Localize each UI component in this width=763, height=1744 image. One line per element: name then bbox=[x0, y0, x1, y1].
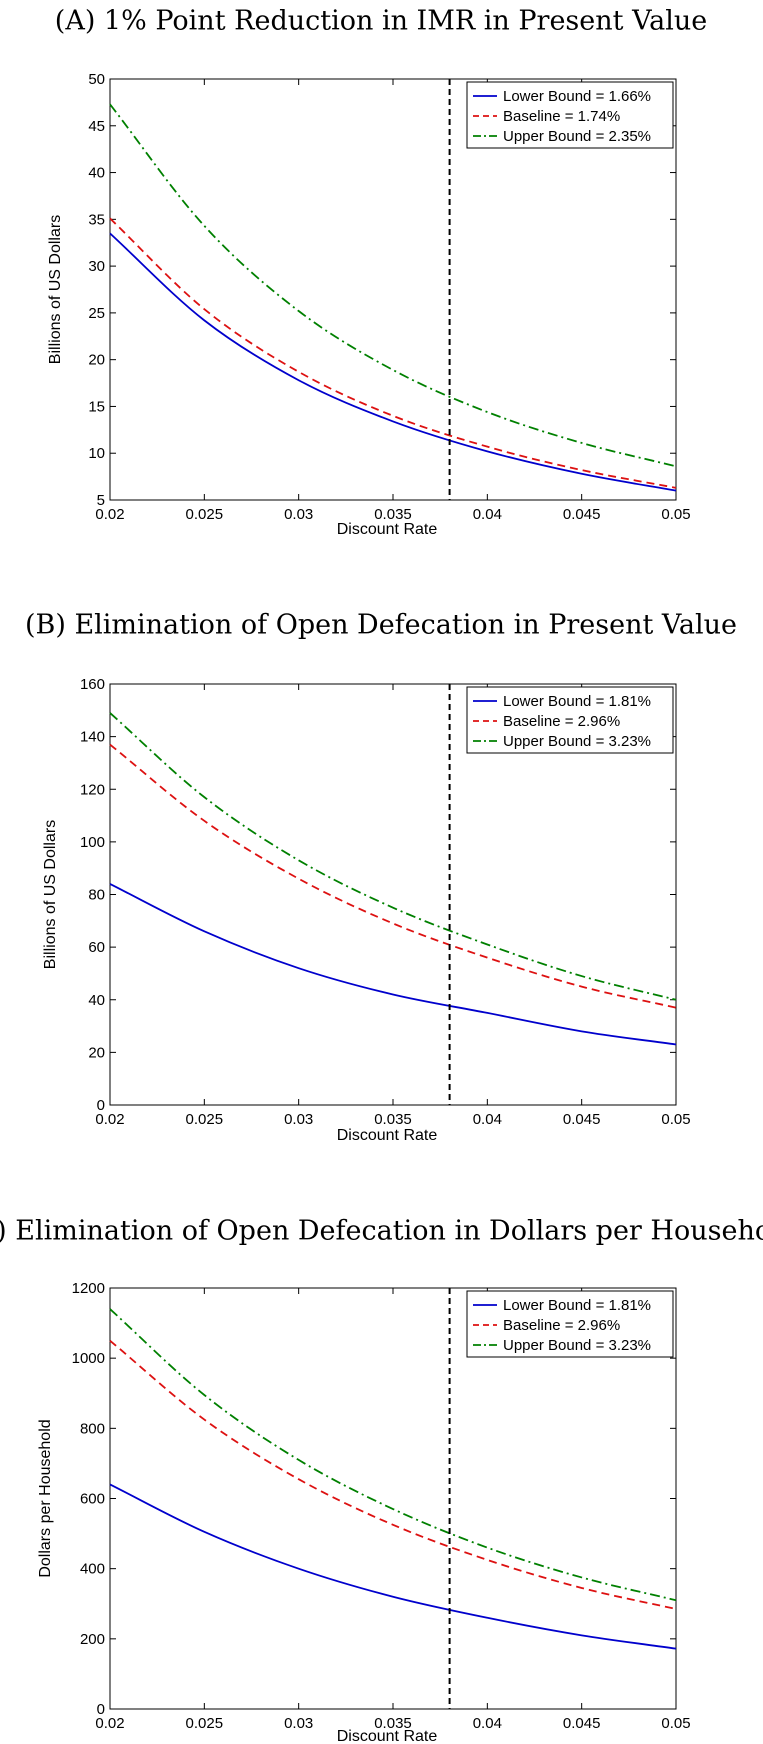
series-line-dashed bbox=[109, 217, 677, 489]
series-line-solid bbox=[109, 232, 677, 492]
legend-label: Lower Bound = 1.81% bbox=[503, 693, 651, 710]
y-tick-label: 20 bbox=[88, 1044, 105, 1061]
y-tick-label: 40 bbox=[88, 992, 105, 1009]
y-tick-label: 1200 bbox=[72, 1280, 105, 1297]
y-tick-label: 800 bbox=[80, 1420, 105, 1437]
x-tick-label: 0.045 bbox=[563, 506, 601, 523]
legend-label: Upper Bound = 3.23% bbox=[503, 733, 651, 750]
x-axis-label: Discount Rate bbox=[337, 1127, 438, 1144]
y-tick-label: 140 bbox=[80, 729, 105, 746]
legend-box bbox=[466, 1290, 674, 1358]
legend-label: Lower Bound = 1.66% bbox=[503, 88, 651, 105]
x-tick-label: 0.035 bbox=[374, 506, 412, 523]
x-axis-label: Discount Rate bbox=[337, 1728, 438, 1744]
y-tick-label: 80 bbox=[88, 887, 105, 904]
y-tick-label: 5 bbox=[97, 492, 105, 509]
plot-frame bbox=[109, 78, 677, 501]
y-tick-label: 45 bbox=[88, 118, 105, 135]
series-line-dashed bbox=[109, 743, 677, 1009]
y-tick-label: 1000 bbox=[72, 1350, 105, 1367]
legend-box bbox=[466, 686, 674, 754]
y-tick-label: 35 bbox=[88, 211, 105, 228]
x-tick-label: 0.025 bbox=[186, 1715, 224, 1732]
series-line-dashdot bbox=[109, 103, 677, 468]
y-tick-label: 30 bbox=[88, 258, 105, 275]
y-tick-label: 15 bbox=[88, 398, 105, 415]
y-tick-label: 25 bbox=[88, 305, 105, 322]
x-tick-label: 0.035 bbox=[374, 1715, 412, 1732]
y-axis-label: Dollars per Household bbox=[37, 1419, 54, 1577]
series-line-solid bbox=[109, 883, 677, 1046]
chart-title: (B) Elimination of Open Defecation in Pr… bbox=[25, 610, 737, 641]
x-tick-label: 0.04 bbox=[473, 1111, 502, 1128]
y-tick-label: 400 bbox=[80, 1561, 105, 1578]
legend-label: Upper Bound = 2.35% bbox=[503, 128, 651, 145]
series-line-dashed bbox=[109, 1339, 677, 1610]
chart-title: (C) Elimination of Open Defecation in Do… bbox=[0, 1216, 763, 1247]
plot-frame bbox=[109, 1287, 677, 1710]
x-tick-label: 0.03 bbox=[284, 506, 313, 523]
y-tick-label: 100 bbox=[80, 834, 105, 851]
legend-label: Baseline = 1.74% bbox=[503, 108, 620, 125]
y-tick-label: 120 bbox=[80, 781, 105, 798]
x-tick-label: 0.04 bbox=[473, 1715, 502, 1732]
y-axis-label: Billions of US Dollars bbox=[47, 215, 64, 364]
legend-box bbox=[466, 81, 674, 149]
y-tick-label: 50 bbox=[88, 71, 105, 88]
x-tick-label: 0.05 bbox=[661, 1715, 690, 1732]
y-axis-label: Billions of US Dollars bbox=[42, 820, 59, 969]
panel-b: (B) Elimination of Open Defecation in Pr… bbox=[25, 610, 737, 1145]
plot-frame bbox=[109, 683, 677, 1106]
y-tick-label: 0 bbox=[97, 1701, 105, 1718]
x-tick-label: 0.02 bbox=[95, 506, 124, 523]
panel-a: (A) 1% Point Reduction in IMR in Present… bbox=[47, 6, 707, 539]
y-tick-label: 60 bbox=[88, 939, 105, 956]
y-tick-label: 600 bbox=[80, 1491, 105, 1508]
y-tick-label: 20 bbox=[88, 352, 105, 369]
x-tick-label: 0.025 bbox=[186, 1111, 224, 1128]
chart-title: (A) 1% Point Reduction in IMR in Present… bbox=[55, 6, 707, 37]
y-tick-label: 200 bbox=[80, 1631, 105, 1648]
y-tick-label: 40 bbox=[88, 165, 105, 182]
y-tick-label: 160 bbox=[80, 676, 105, 693]
x-tick-label: 0.05 bbox=[661, 506, 690, 523]
legend-label: Baseline = 2.96% bbox=[503, 1317, 620, 1334]
x-tick-label: 0.025 bbox=[186, 506, 224, 523]
x-tick-label: 0.045 bbox=[563, 1715, 601, 1732]
x-tick-label: 0.02 bbox=[95, 1715, 124, 1732]
y-tick-label: 10 bbox=[88, 445, 105, 462]
series-line-solid bbox=[109, 1483, 677, 1650]
series-line-dashdot bbox=[109, 1308, 677, 1602]
x-tick-label: 0.045 bbox=[563, 1111, 601, 1128]
x-tick-label: 0.02 bbox=[95, 1111, 124, 1128]
legend-label: Baseline = 2.96% bbox=[503, 713, 620, 730]
series-line-dashdot bbox=[109, 712, 677, 1001]
y-tick-label: 0 bbox=[97, 1097, 105, 1114]
legend-label: Upper Bound = 3.23% bbox=[503, 1337, 651, 1354]
legend-label: Lower Bound = 1.81% bbox=[503, 1297, 651, 1314]
x-tick-label: 0.03 bbox=[284, 1111, 313, 1128]
x-tick-label: 0.05 bbox=[661, 1111, 690, 1128]
x-tick-label: 0.03 bbox=[284, 1715, 313, 1732]
x-tick-label: 0.04 bbox=[473, 506, 502, 523]
x-tick-label: 0.035 bbox=[374, 1111, 412, 1128]
panel-c: (C) Elimination of Open Defecation in Do… bbox=[0, 1216, 763, 1744]
x-axis-label: Discount Rate bbox=[337, 521, 438, 538]
